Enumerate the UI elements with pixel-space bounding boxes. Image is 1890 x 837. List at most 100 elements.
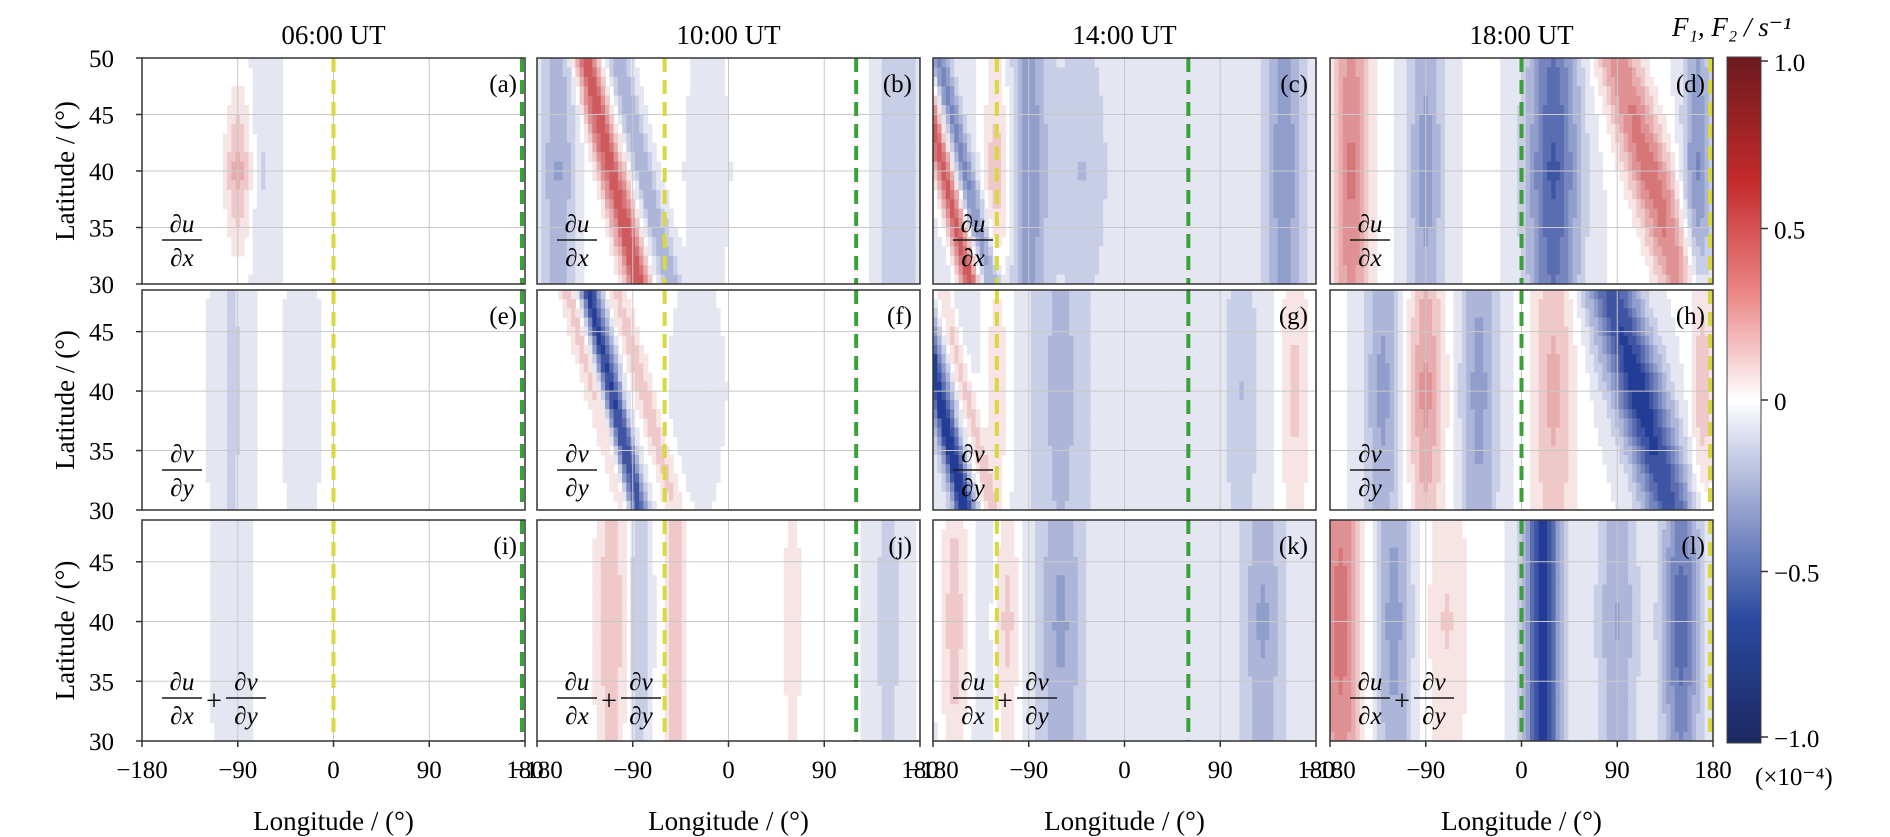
heatmap-cell	[724, 227, 730, 238]
heatmap-cell	[1137, 58, 1143, 69]
heatmap-cell	[950, 180, 955, 191]
heatmap-cell	[702, 265, 708, 276]
heatmap-cell	[537, 114, 542, 125]
heatmap-cell	[877, 67, 883, 78]
heatmap-cell	[1107, 76, 1113, 87]
heatmap-cell	[907, 694, 913, 705]
heatmap-cell	[685, 455, 691, 465]
heatmap-cell	[685, 381, 691, 392]
heatmap-cell	[715, 354, 721, 364]
heatmap-cell	[1162, 218, 1168, 229]
heatmap-cell	[222, 308, 228, 319]
heatmap-cell	[1141, 274, 1147, 284]
heatmap-cell	[1090, 246, 1096, 257]
heatmap-cell	[1081, 67, 1087, 78]
heatmap-cell	[1133, 133, 1138, 144]
heatmap-cell	[647, 639, 653, 650]
heatmap-cell	[677, 299, 683, 309]
heatmap-cell	[881, 694, 887, 705]
heatmap-cell	[600, 713, 606, 724]
heatmap-cell	[724, 208, 730, 219]
heatmap-cell	[299, 381, 305, 392]
heatmap-cell	[1098, 265, 1104, 276]
heatmap-cell	[261, 208, 267, 219]
heatmap-cell	[545, 199, 551, 210]
heatmap-cell	[579, 58, 585, 69]
heatmap-cell	[715, 142, 721, 153]
heatmap-cell	[958, 171, 964, 182]
heatmap-cell	[1145, 227, 1151, 238]
heatmap-cell	[1124, 208, 1130, 219]
heatmap-cell	[222, 335, 228, 346]
heatmap-cell	[639, 199, 644, 210]
heatmap-cell	[868, 123, 874, 134]
heatmap-cell	[210, 482, 215, 493]
heatmap-cell	[707, 335, 713, 346]
heatmap-cell	[894, 593, 900, 604]
heatmap-cell	[571, 123, 576, 134]
heatmap-cell	[210, 566, 215, 576]
heatmap-cell	[605, 621, 610, 632]
heatmap-cell	[1120, 58, 1126, 69]
heatmap-cell	[962, 76, 968, 87]
heatmap-cell	[1013, 189, 1019, 200]
heatmap-cell	[898, 713, 904, 724]
heatmap-cell	[252, 299, 258, 309]
heatmap-cell	[643, 639, 649, 650]
heatmap-cell	[227, 390, 232, 401]
heatmap-cell	[639, 520, 644, 530]
heatmap-cell	[1069, 123, 1075, 134]
heatmap-cell	[1094, 189, 1100, 200]
heatmap-cell	[643, 529, 649, 540]
heatmap-cell	[609, 520, 615, 530]
heatmap-cell	[1090, 171, 1096, 182]
heatmap-cell	[668, 491, 674, 502]
heatmap-cell	[647, 152, 653, 163]
heatmap-cell	[677, 265, 683, 276]
heatmap-cell	[1081, 171, 1087, 182]
heatmap-cell	[248, 639, 254, 650]
heatmap-cell	[971, 227, 977, 238]
heatmap-cell	[605, 227, 610, 238]
heatmap-cell	[792, 694, 798, 705]
heatmap-cell	[890, 58, 896, 69]
heatmap-cell	[1035, 152, 1040, 163]
heatmap-cell	[902, 538, 908, 549]
heatmap-cell	[1162, 189, 1168, 200]
heatmap-cell	[1145, 67, 1151, 78]
heatmap-cell	[690, 236, 696, 247]
heatmap-cell	[278, 161, 284, 172]
heatmap-cell	[1115, 105, 1121, 116]
heatmap-cell	[1013, 123, 1019, 134]
heatmap-cell	[244, 694, 249, 705]
heatmap-cell	[690, 67, 696, 78]
heatmap-cell	[698, 400, 704, 410]
heatmap-cell	[244, 713, 249, 724]
heatmap-cell	[1154, 86, 1160, 97]
heatmap-cell	[1103, 76, 1109, 87]
heatmap-cell	[868, 199, 874, 210]
heatmap-cell	[677, 621, 683, 632]
heatmap-cell	[218, 400, 224, 410]
heatmap-cell	[702, 236, 708, 247]
heatmap-cell	[1077, 86, 1083, 97]
heatmap-cell	[626, 199, 632, 210]
heatmap-cell	[673, 409, 679, 419]
panel-j	[536, 519, 921, 742]
heatmap-cell	[210, 648, 215, 659]
heatmap-cell	[295, 427, 301, 438]
heatmap-cell	[1184, 246, 1189, 257]
heatmap-cell	[214, 566, 220, 576]
heatmap-cell	[626, 227, 632, 238]
heatmap-cell	[647, 265, 653, 276]
heatmap-cell	[613, 86, 619, 97]
heatmap-cell	[617, 694, 623, 705]
heatmap-cell	[295, 473, 301, 484]
heatmap-cell	[600, 658, 606, 668]
heatmap-cell	[890, 731, 896, 741]
heatmap-cells-c	[933, 58, 1316, 284]
heatmap-cell	[643, 538, 649, 549]
heatmap-cell	[962, 152, 968, 163]
heatmap-cell	[613, 161, 619, 172]
heatmap-cell	[609, 189, 615, 200]
